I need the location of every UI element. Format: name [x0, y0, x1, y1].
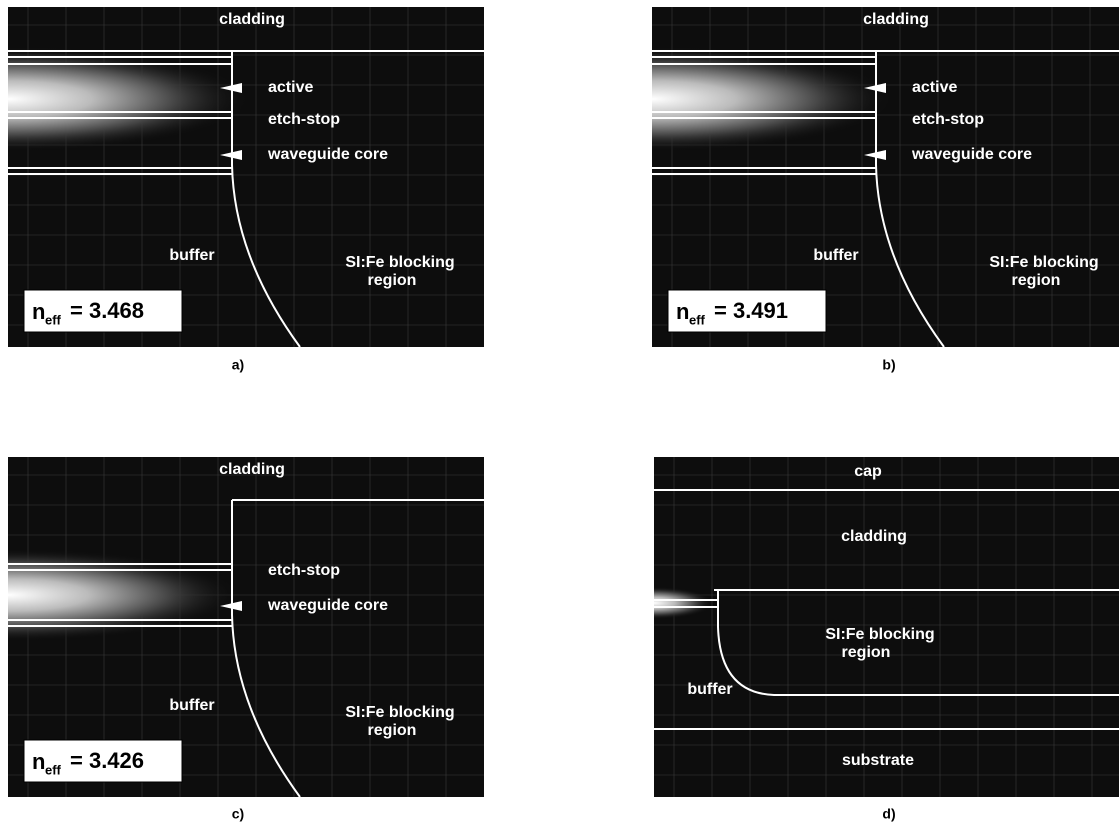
region-label: active: [268, 79, 313, 96]
region-label: cladding: [219, 461, 285, 478]
region-label: buffer: [813, 247, 858, 264]
region-label: buffer: [169, 247, 214, 264]
neff-value: = 3.491: [714, 298, 788, 323]
region-label: buffer: [169, 697, 214, 714]
panel-body: cladding active etch-stop waveguide core buf…: [412, 7, 1119, 347]
region-label: etch-stop: [268, 562, 340, 579]
neff-value: = 3.468: [70, 298, 144, 323]
neff-symbol: n: [32, 749, 45, 774]
neff-subscript: eff: [689, 312, 706, 327]
region-label: region: [368, 272, 417, 289]
caption: d): [882, 806, 895, 822]
region-label: etch-stop: [268, 111, 340, 128]
panel: cladding active etch-stop waveguide core buf…: [0, 7, 484, 347]
caption: b): [882, 357, 895, 373]
region-label: waveguide core: [267, 146, 388, 163]
region-label: SI:Fe blocking: [345, 254, 454, 271]
region-label: region: [1012, 272, 1061, 289]
region-label: etch-stop: [912, 111, 984, 128]
region-label: cladding: [863, 11, 929, 28]
panel: cladding active etch-stop waveguide core buf…: [412, 7, 1119, 347]
region-label: active: [912, 79, 957, 96]
region-label: buffer: [687, 681, 732, 698]
panel: cladding etch-stop waveguide core buffer SI:…: [0, 457, 484, 797]
region-label: SI:Fe blocking: [345, 704, 454, 721]
caption: a): [232, 357, 244, 373]
region-label: cap: [854, 463, 882, 480]
region-label: waveguide core: [267, 597, 388, 614]
caption: c): [232, 806, 244, 822]
neff-symbol: n: [32, 299, 45, 324]
region-label: cladding: [219, 11, 285, 28]
neff-subscript: eff: [45, 312, 62, 327]
neff-subscript: eff: [45, 762, 62, 777]
neff-value: = 3.426: [70, 748, 144, 773]
region-label: waveguide core: [911, 146, 1032, 163]
panel-body: cladding active etch-stop waveguide core buf…: [0, 7, 484, 347]
region-label: SI:Fe blocking: [825, 626, 934, 643]
region-label: SI:Fe blocking: [989, 254, 1098, 271]
region-label: cladding: [841, 528, 907, 545]
panel-body: cladding etch-stop waveguide core buffer SI:…: [0, 457, 484, 797]
region-label: region: [368, 722, 417, 739]
region-label: substrate: [842, 752, 914, 769]
region-label: region: [842, 644, 891, 661]
figure: cladding active etch-stop waveguide core buf…: [0, 0, 1119, 829]
mode-field: [594, 587, 714, 619]
neff-symbol: n: [676, 299, 689, 324]
